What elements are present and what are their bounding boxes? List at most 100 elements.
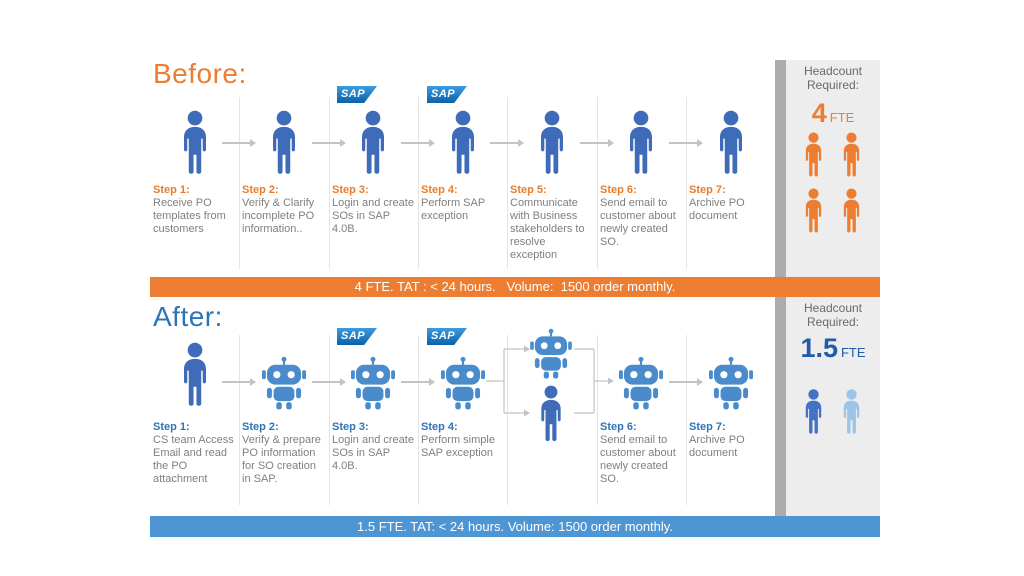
- fte-person-icon: [798, 132, 829, 178]
- column-divider: [329, 335, 330, 505]
- step-desc: CS team Access Email and read the PO att…: [153, 434, 234, 485]
- step-desc: Send email to customer about newly creat…: [600, 434, 676, 485]
- after-headcount-panel: [786, 297, 880, 516]
- step-label: Step 3:: [332, 184, 369, 196]
- column-divider: [418, 97, 419, 269]
- person-icon: [173, 341, 217, 409]
- step-label: Step 2:: [242, 421, 279, 433]
- flow-arrow: [401, 139, 435, 147]
- step-desc: Login and create SOs in SAP 4.0B.: [332, 434, 414, 472]
- sap-logo: SAP: [337, 328, 377, 345]
- after-step-7-text: Step 7: Archive PO document: [689, 421, 773, 460]
- flow-arrow: [580, 139, 614, 147]
- before-banner: 4 FTE. TAT : < 24 hours. Volume: 1500 or…: [150, 277, 880, 297]
- person-icon: [530, 110, 574, 176]
- flow-arrow: [312, 139, 346, 147]
- column-divider: [597, 335, 598, 505]
- sap-logo: SAP: [427, 86, 467, 103]
- before-step-7-text: Step 7: Archive PO document: [689, 184, 773, 223]
- flow-arrow: [222, 139, 256, 147]
- fte-person-icon: [836, 132, 867, 178]
- column-divider: [686, 335, 687, 505]
- after-title: After:: [153, 301, 223, 332]
- sidebar-divider-bar: [775, 60, 786, 277]
- before-fte: 4 FTE: [786, 98, 880, 129]
- step-label: Step 7:: [689, 184, 726, 196]
- before-title: Before:: [153, 58, 247, 89]
- after-step-4-text: Step 4: Perform simple SAP exception: [421, 421, 505, 460]
- flow-arrow: [222, 378, 256, 386]
- fte-value: 4: [811, 98, 827, 128]
- before-step-4-text: Step 4: Perform SAP exception: [421, 184, 505, 223]
- fte-value: 1.5: [800, 333, 838, 363]
- person-icon: [441, 110, 485, 176]
- step-desc: Receive PO templates from customers: [153, 197, 226, 235]
- step-label: Step 7:: [689, 421, 726, 433]
- step-desc: Login and create SOs in SAP 4.0B.: [332, 197, 414, 235]
- headcount-line1: Headcount: [803, 64, 863, 78]
- before-step-3-text: Step 3: Login and create SOs in SAP 4.0B…: [332, 184, 416, 236]
- headcount-line2: Required:: [806, 78, 860, 92]
- fte-person-icon: [798, 387, 829, 437]
- column-divider: [597, 97, 598, 269]
- robot-icon: [351, 356, 395, 411]
- fte-unit: FTE: [829, 110, 855, 125]
- flow-arrow: [669, 378, 703, 386]
- column-divider: [239, 97, 240, 269]
- fte-person-icon: [836, 188, 867, 234]
- robot-icon: [441, 356, 485, 411]
- step-label: Step 4:: [421, 421, 458, 433]
- step-label: Step 6:: [600, 421, 637, 433]
- headcount-line2: Required:: [806, 315, 860, 329]
- before-step-6-text: Step 6: Send email to customer about new…: [600, 184, 684, 249]
- after-headcount-label: Headcount Required:: [786, 301, 880, 329]
- step-label: Step 3:: [332, 421, 369, 433]
- flow-arrow: [669, 139, 703, 147]
- column-divider: [239, 335, 240, 505]
- robot-icon: [262, 356, 306, 411]
- step-label: Step 1:: [153, 184, 190, 196]
- step-desc: Send email to customer about newly creat…: [600, 197, 676, 248]
- column-divider: [507, 335, 508, 505]
- before-step-2-text: Step 2: Verify & Clarify incomplete PO i…: [242, 184, 326, 236]
- before-headcount-panel: [786, 60, 880, 277]
- person-icon: [173, 110, 217, 176]
- step-desc: Archive PO document: [689, 197, 745, 222]
- person-icon: [351, 110, 395, 176]
- branch-connector: [486, 345, 614, 417]
- step-desc: Archive PO document: [689, 434, 745, 459]
- column-divider: [329, 97, 330, 269]
- flow-arrow: [490, 139, 524, 147]
- person-icon: [619, 110, 663, 176]
- after-fte: 1.5 FTE: [786, 333, 880, 364]
- fte-person-icon: [798, 188, 829, 234]
- robot-icon: [619, 356, 663, 411]
- robot-icon: [709, 356, 753, 411]
- step-desc: Perform simple SAP exception: [421, 434, 495, 459]
- step-label: Step 4:: [421, 184, 458, 196]
- step-desc: Verify & prepare PO information for SO c…: [242, 434, 321, 485]
- step-label: Step 2:: [242, 184, 279, 196]
- sap-logo: SAP: [427, 328, 467, 345]
- sap-logo: SAP: [337, 86, 377, 103]
- column-divider: [507, 97, 508, 269]
- after-banner: 1.5 FTE. TAT: < 24 hours. Volume: 1500 o…: [150, 516, 880, 537]
- step-desc: Perform SAP exception: [421, 197, 485, 222]
- sidebar-divider-bar: [775, 297, 786, 516]
- before-step-5-text: Step 5: Communicate with Business stakeh…: [510, 184, 594, 262]
- step-label: Step 5:: [510, 184, 547, 196]
- before-step-1-text: Step 1: Receive PO templates from custom…: [153, 184, 237, 236]
- column-divider: [418, 335, 419, 505]
- before-headcount-label: Headcount Required:: [786, 64, 880, 92]
- after-step-6-text: Step 6: Send email to customer about new…: [600, 421, 684, 486]
- step-label: Step 6:: [600, 184, 637, 196]
- after-step-1-text: Step 1: CS team Access Email and read th…: [153, 421, 237, 486]
- headcount-line1: Headcount: [803, 301, 863, 315]
- fte-half-person-icon: [836, 387, 867, 437]
- step-desc: Communicate with Business stakeholders t…: [510, 197, 585, 261]
- after-step-3-text: Step 3: Login and create SOs in SAP 4.0B…: [332, 421, 416, 473]
- step-label: Step 1:: [153, 421, 190, 433]
- flow-arrow: [312, 378, 346, 386]
- person-icon: [709, 110, 753, 176]
